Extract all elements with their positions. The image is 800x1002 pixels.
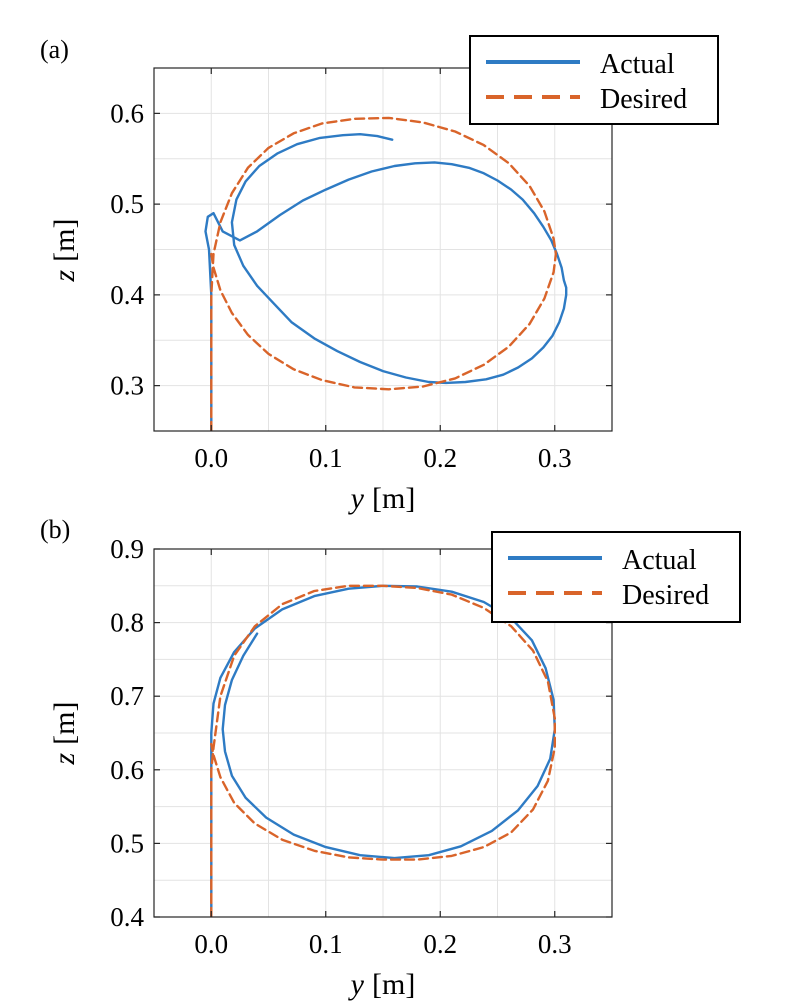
legend-label-desired: Desired — [600, 84, 687, 115]
y-tick-label: 0.4 — [110, 902, 144, 932]
y-tick-label: 0.5 — [110, 828, 144, 858]
x-tick-label: 0.0 — [194, 929, 228, 959]
y-tick-label: 0.8 — [110, 608, 144, 638]
y-tick-label: 0.6 — [110, 755, 144, 785]
legend-label-actual: Actual — [600, 49, 675, 80]
panel-tag: (a) — [40, 35, 69, 64]
x-axis-unit: [m] — [372, 482, 415, 515]
y-tick-label: 0.7 — [110, 681, 144, 711]
x-tick-label: 0.1 — [309, 443, 343, 473]
x-axis-label: y [m] — [348, 968, 416, 1001]
panel-tag: (b) — [40, 515, 70, 544]
y-axis-label: z [m] — [48, 701, 81, 765]
y-axis-variable: z — [48, 753, 81, 766]
legend-label-desired: Desired — [622, 580, 709, 611]
x-tick-label: 0.2 — [423, 443, 457, 473]
series-line-actual — [204, 133, 568, 431]
y-axis-unit: [m] — [48, 701, 81, 744]
series-line-actual — [210, 584, 556, 917]
y-axis-unit: [m] — [48, 218, 81, 261]
legend-box — [469, 35, 719, 125]
x-tick-label: 0.1 — [309, 929, 343, 959]
legend-label-actual: Actual — [622, 545, 697, 576]
x-tick-label: 0.2 — [423, 929, 457, 959]
series-line-desired — [210, 116, 558, 431]
series-line-desired — [210, 584, 556, 917]
x-axis-label: y [m] — [348, 482, 416, 515]
x-axis-unit: [m] — [372, 968, 415, 1001]
y-tick-label: 0.3 — [110, 371, 144, 401]
axes-frame — [153, 67, 613, 432]
chart-panel-a: 0.0 0.1 0.2 0.30.30.40.50.6y [m]z[m](a) Actua… — [40, 35, 719, 515]
axes-frame — [153, 548, 613, 918]
y-tick-label: 0.4 — [110, 280, 144, 310]
y-tick-label: 0.5 — [110, 189, 144, 219]
x-axis-variable: y — [348, 482, 365, 515]
x-axis-variable: y — [348, 968, 365, 1001]
x-tick-label: 0.0 — [194, 443, 228, 473]
x-tick-label: 0.3 — [538, 929, 572, 959]
chart-panel-b: 0.0 0.1 0.2 0.30.40.50.60.70.80.9y [m]z[m](b… — [40, 515, 741, 1001]
legend-box — [491, 531, 741, 623]
y-axis-label: z [m] — [48, 218, 81, 282]
y-axis-variable: z — [48, 270, 81, 283]
y-tick-label: 0.6 — [110, 98, 144, 128]
y-tick-label: 0.9 — [110, 534, 144, 564]
x-tick-label: 0.3 — [538, 443, 572, 473]
